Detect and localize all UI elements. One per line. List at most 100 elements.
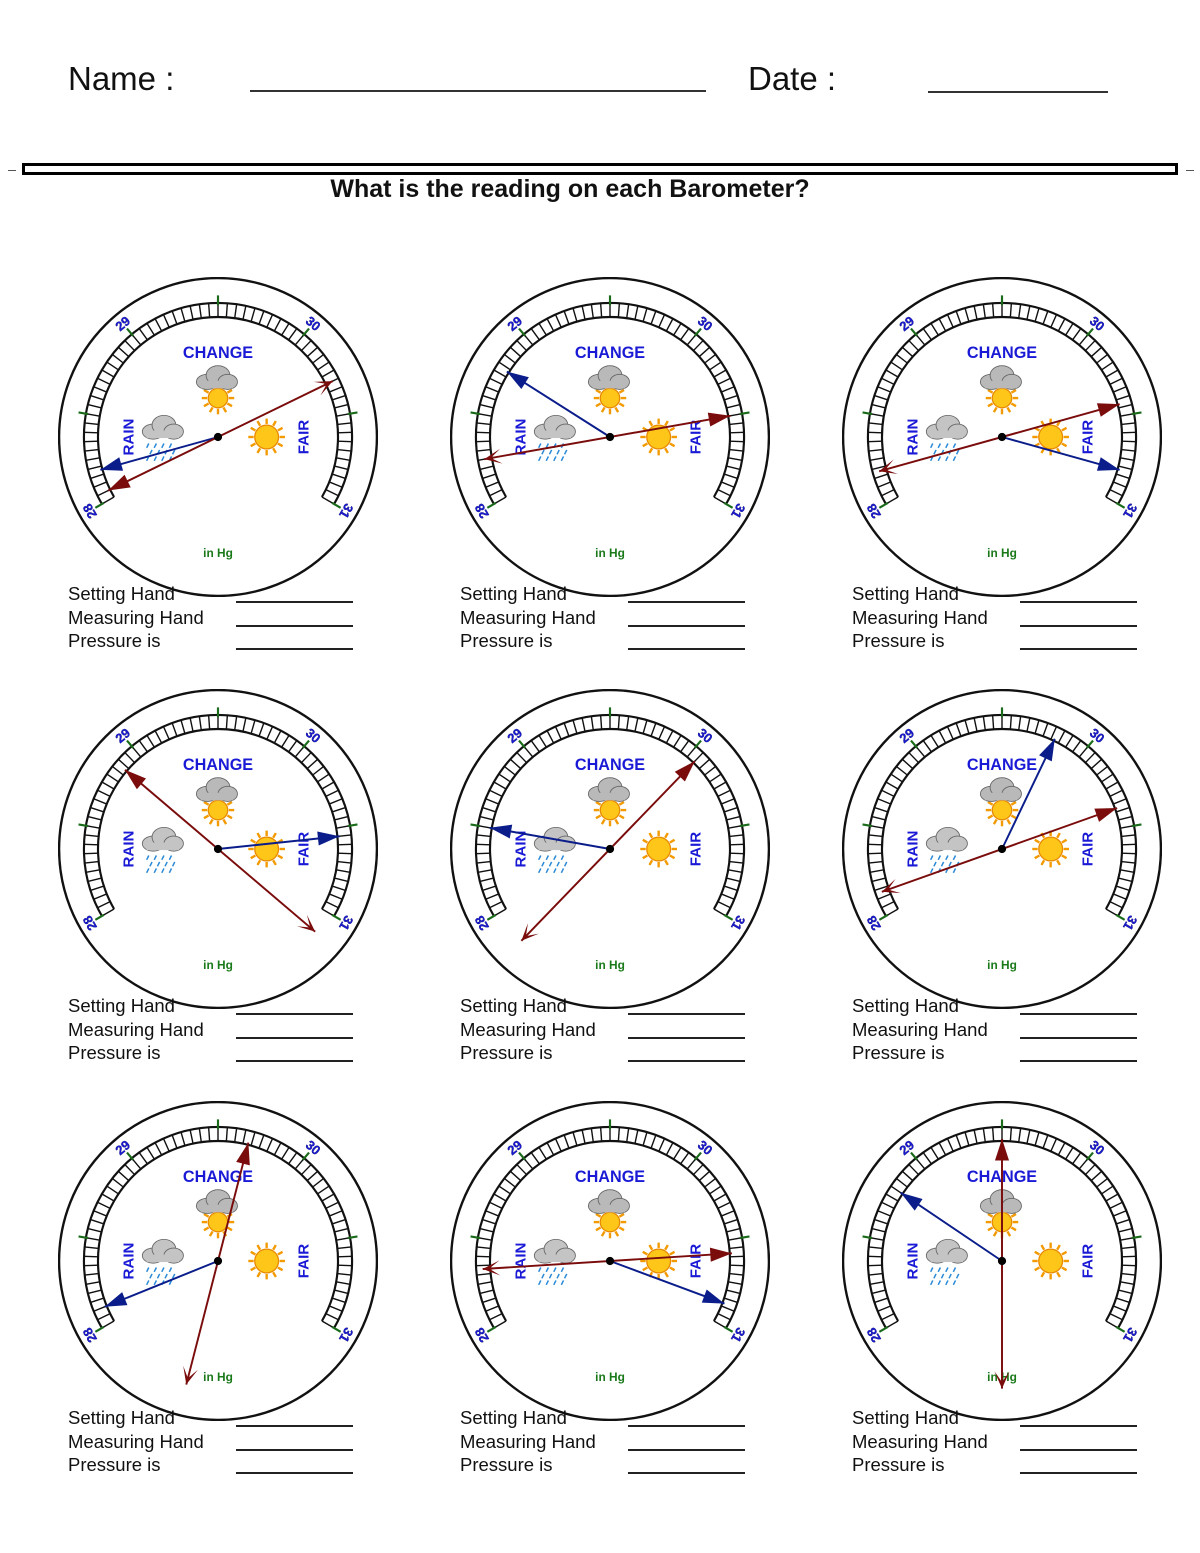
measuring-hand-answer-line[interactable]: [1020, 1036, 1137, 1039]
pressure-answer-line[interactable]: [1020, 648, 1137, 650]
unit-label: in Hg: [595, 546, 625, 560]
rain-label: RAIN: [512, 1243, 529, 1280]
measuring-hand-label: Measuring Hand: [460, 1430, 596, 1452]
setting-hand-label: Setting Hand: [852, 1407, 959, 1428]
scale-number-31: 31: [336, 913, 356, 933]
answer-rows: Setting Hand Measuring Hand Pressure is: [460, 995, 760, 1066]
pressure-answer-line[interactable]: [236, 1060, 353, 1062]
measuring-hand-label: Measuring Hand: [460, 606, 596, 628]
pressure-row: Pressure is: [460, 1454, 760, 1478]
scale-number-28: 28: [80, 913, 100, 933]
setting-hand-row: Setting Hand: [852, 1407, 1152, 1431]
change-label: CHANGE: [575, 756, 645, 774]
rain-label: RAIN: [120, 1243, 137, 1280]
setting-hand-row: Setting Hand: [852, 583, 1152, 607]
unit-label: in Hg: [987, 958, 1017, 972]
measuring-hand: [1001, 738, 1056, 850]
measuring-hand-answer-line[interactable]: [628, 1448, 745, 1451]
hand-pivot: [605, 844, 615, 854]
pressure-label: Pressure is: [68, 1042, 161, 1063]
setting-hand-row: Setting Hand: [460, 1407, 760, 1431]
setting-hand-answer-line[interactable]: [236, 601, 353, 603]
measuring-hand-row: Measuring Hand: [460, 1019, 760, 1043]
setting-hand-row: Setting Hand: [68, 995, 368, 1019]
change-label: CHANGE: [967, 756, 1037, 774]
pressure-row: Pressure is: [460, 630, 760, 654]
setting-hand-answer-line[interactable]: [1020, 1013, 1137, 1015]
answer-rows: Setting Hand Measuring Hand Pressure is: [460, 583, 760, 654]
measuring-hand-answer-line[interactable]: [236, 1036, 353, 1039]
cloud-sun-icon: [587, 1189, 630, 1239]
measuring-hand-answer-line[interactable]: [628, 624, 745, 627]
measuring-hand-row: Measuring Hand: [460, 607, 760, 631]
answer-rows: Setting Hand Measuring Hand Pressure is: [852, 583, 1152, 654]
barometer-item: 28 29 30 31 CHANGE RAIN FAIR in Hg Setting Hand M…: [58, 689, 450, 1089]
setting-hand-answer-line[interactable]: [236, 1013, 353, 1015]
pressure-label: Pressure is: [460, 630, 553, 651]
measuring-hand-answer-line[interactable]: [628, 1036, 745, 1039]
pressure-answer-line[interactable]: [1020, 1472, 1137, 1474]
change-label: CHANGE: [183, 1168, 253, 1186]
fair-label: FAIR: [687, 420, 704, 455]
dial-scale: [470, 707, 750, 921]
date-answer-line[interactable]: [928, 91, 1108, 93]
pressure-row: Pressure is: [852, 1042, 1152, 1066]
rain-label: RAIN: [120, 419, 137, 456]
change-label: CHANGE: [183, 344, 253, 362]
measuring-hand-answer-line[interactable]: [1020, 1448, 1137, 1451]
barometer-item: 28 29 30 31 CHANGE RAIN FAIR in Hg Setting Hand M…: [842, 689, 1200, 1089]
scale-number-31: 31: [336, 501, 356, 521]
hand-pivot: [213, 432, 223, 442]
cloud-sun-icon: [195, 1189, 238, 1239]
setting-hand-answer-line[interactable]: [628, 1425, 745, 1427]
scale-number-31: 31: [1120, 1325, 1140, 1345]
setting-hand-label: Setting Hand: [852, 583, 959, 604]
sun-icon: [248, 418, 286, 456]
setting-hand-row: Setting Hand: [68, 583, 368, 607]
answer-rows: Setting Hand Measuring Hand Pressure is: [68, 1407, 368, 1478]
measuring-hand-label: Measuring Hand: [460, 1018, 596, 1040]
setting-hand-label: Setting Hand: [68, 583, 175, 604]
setting-hand-row: Setting Hand: [68, 1407, 368, 1431]
setting-hand-answer-line[interactable]: [628, 601, 745, 603]
pressure-row: Pressure is: [852, 1454, 1152, 1478]
rain-cloud-icon: [533, 826, 576, 874]
measuring-hand-answer-line[interactable]: [236, 624, 353, 627]
rain-cloud-icon: [925, 414, 968, 462]
sun-icon: [1032, 1242, 1070, 1280]
dial-scale: [862, 707, 1142, 921]
scale-number-28: 28: [864, 1325, 884, 1345]
measuring-hand-row: Measuring Hand: [852, 1431, 1152, 1455]
name-answer-line[interactable]: [250, 90, 706, 92]
pressure-answer-line[interactable]: [628, 1060, 745, 1062]
pressure-answer-line[interactable]: [236, 1472, 353, 1474]
pressure-answer-line[interactable]: [1020, 1060, 1137, 1062]
setting-hand-answer-line[interactable]: [1020, 601, 1137, 603]
fair-label: FAIR: [687, 832, 704, 867]
measuring-hand-answer-line[interactable]: [236, 1448, 353, 1451]
unit-label: in Hg: [987, 546, 1017, 560]
pressure-answer-line[interactable]: [628, 1472, 745, 1474]
rain-label: RAIN: [512, 831, 529, 868]
unit-label: in Hg: [203, 1370, 233, 1384]
measuring-hand-row: Measuring Hand: [852, 607, 1152, 631]
cloud-sun-icon: [195, 777, 238, 827]
setting-hand-answer-line[interactable]: [628, 1013, 745, 1015]
pressure-answer-line[interactable]: [236, 648, 353, 650]
change-label: CHANGE: [967, 344, 1037, 362]
barometer-item: 28 29 30 31 CHANGE RAIN FAIR in Hg Setting Hand M…: [450, 277, 842, 677]
measuring-hand-answer-line[interactable]: [1020, 624, 1137, 627]
scale-number-31: 31: [336, 1325, 356, 1345]
date-label: Date :: [748, 60, 837, 97]
setting-hand-answer-line[interactable]: [236, 1425, 353, 1427]
pressure-answer-line[interactable]: [628, 648, 745, 650]
pressure-row: Pressure is: [68, 630, 368, 654]
pressure-label: Pressure is: [852, 630, 945, 651]
setting-hand-answer-line[interactable]: [1020, 1425, 1137, 1427]
hand-pivot: [997, 1256, 1007, 1266]
scale-number-31: 31: [1120, 913, 1140, 933]
